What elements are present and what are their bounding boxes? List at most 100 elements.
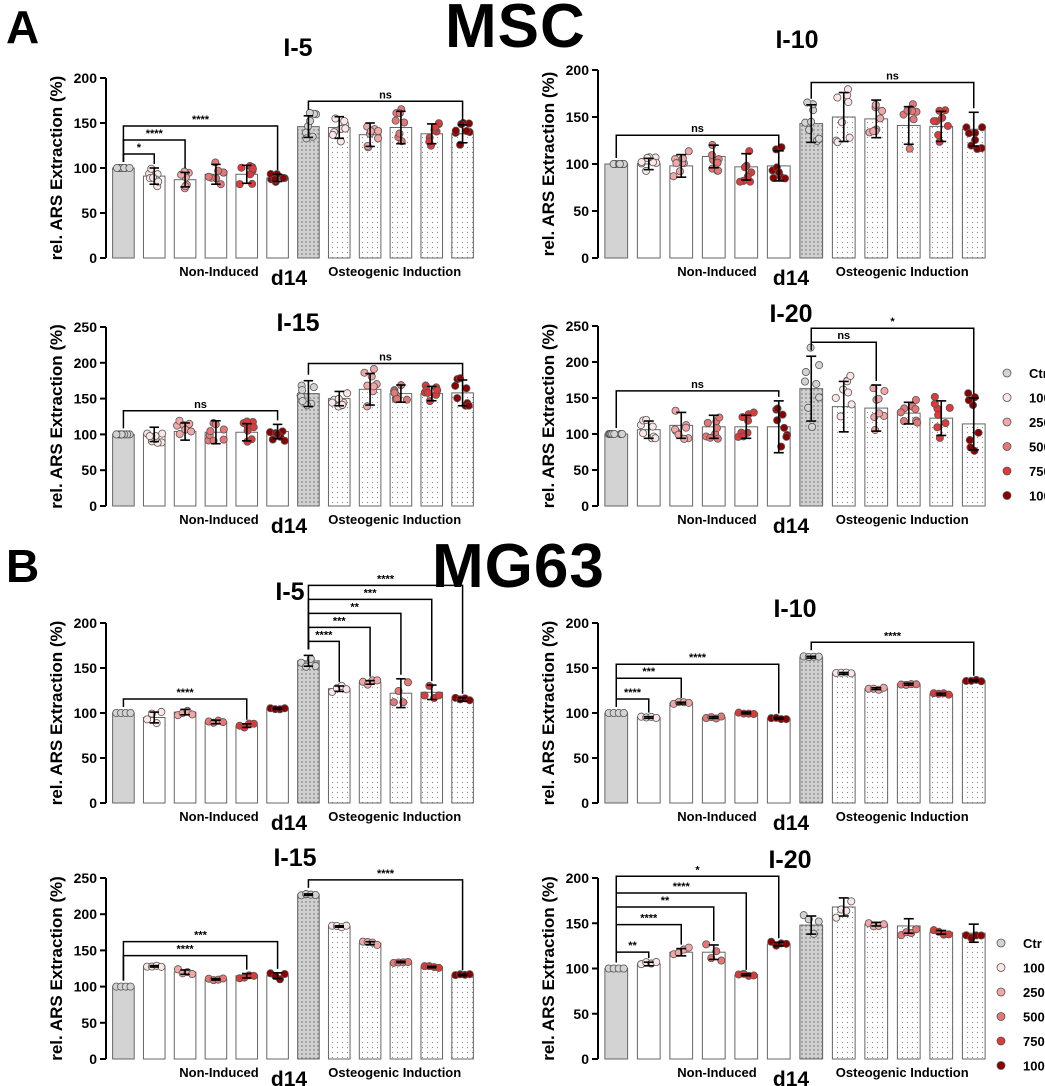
legend-swatch-500 [1002,442,1012,451]
significance-bracket [307,879,464,971]
data-point [309,383,318,392]
data-point [451,381,460,390]
significance-label: ns [886,71,899,83]
data-point [909,115,918,124]
data-point [126,709,135,718]
bar-750-non-induced [235,975,259,1060]
significance-bracket [122,940,279,981]
data-point [876,114,885,123]
data-point [878,106,887,115]
group-label-non-induced: Non-Induced [179,1065,258,1080]
bar-750-osteogenic [420,691,444,804]
y-tick-label: 100 [74,426,98,442]
y-tick-label: 100 [566,156,590,172]
bar-750-non-induced [734,712,759,804]
bar-750-osteogenic [420,966,444,1060]
bar-100-osteogenic [831,672,856,804]
data-point [675,167,684,176]
data-point [800,377,809,386]
chart-mg63-i10: I-10 rel. ARS Extraction (%) 0 50 100 150 200 *… [539,595,986,835]
y-tick-label: 0 [89,250,97,266]
legend-swatch-500 [996,1012,1006,1021]
legend-swatch-Ctr [996,938,1006,948]
data-point [298,386,307,395]
y-tick-label: 0 [581,1051,589,1067]
y-axis-label: rel. ARS Extraction (%) [47,324,66,509]
significance-label: **** [146,128,164,140]
bar-1000-osteogenic [451,974,474,1060]
chart-mg63-i20: I-20 rel. ARS Extraction (%) 0 50 100 150 200 *… [539,846,986,1086]
data-point [279,173,288,182]
data-point [801,368,810,377]
data-point [912,925,921,934]
y-axis-label: rel. ARS Extraction (%) [539,876,558,1061]
data-point [433,386,442,395]
data-point [249,423,258,432]
data-point [112,430,121,439]
chart-title: I-15 [273,844,316,872]
data-point [879,920,888,929]
legend-label-1000: 1000 [1023,1059,1045,1074]
data-point [462,384,471,393]
y-tick-label: 250 [566,318,590,334]
significance-label: **** [673,881,691,893]
bar-100-non-induced [142,717,166,804]
data-point [684,943,693,952]
data-point [977,931,986,940]
y-tick-label: 200 [74,906,98,922]
data-point [451,126,460,135]
significance-bracket [615,134,780,158]
group-label-non-induced: Non-Induced [677,1065,756,1080]
legend-swatch-Ctr [1002,368,1012,378]
data-point [974,428,983,437]
data-point [204,172,213,181]
data-point [847,400,856,409]
bar-100-non-induced [142,965,166,1060]
y-tick-label: 250 [74,319,98,335]
significance-label: **** [640,913,658,925]
group-label-timepoint: d14 [271,515,308,538]
bar-100-non-induced [636,163,661,259]
data-point [453,394,462,403]
data-point [669,172,678,181]
data-point [773,416,782,425]
data-point [342,685,351,694]
y-tick-label: 50 [573,750,589,766]
panel-letter-b: B [6,540,40,592]
significance-label: *** [642,666,656,678]
data-point [740,163,749,172]
bar-100-non-induced [636,963,661,1060]
legend-label-750: 750 [1029,464,1045,479]
data-point [249,971,258,980]
chart-mg63-i5: I-5 rel. ARS Extraction (%) 0 50 100 150 200 **… [47,573,474,835]
y-tick-label: 150 [566,390,590,406]
data-point [420,691,429,700]
data-point [465,696,474,705]
data-point [905,144,914,153]
legend-label-100: 100 [1029,391,1045,406]
data-point [847,669,856,678]
bar-Ctr-osteogenic [799,924,824,1060]
significance-label: **** [689,652,707,664]
group-label-osteogenic: Osteogenic Induction [836,1065,969,1080]
significance-bracket [307,584,464,694]
group-label-osteogenic: Osteogenic Induction [836,809,969,824]
bar-250-non-induced [669,951,694,1060]
significance-label: *** [364,587,378,599]
y-tick-label: 0 [89,795,97,811]
bar-250-non-induced [173,971,197,1060]
legend-label-750: 750 [1023,1034,1045,1049]
bar-500-osteogenic [896,412,921,507]
group-label-non-induced: Non-Induced [677,512,756,527]
bar-1000-osteogenic [451,699,474,804]
data-point [247,435,256,444]
group-label-non-induced: Non-Induced [179,512,258,527]
legend-swatch-250 [996,987,1006,997]
bar-1000-non-induced [266,708,289,804]
bar-750-osteogenic [929,125,954,259]
data-point [328,398,337,407]
bar-100-osteogenic [327,398,351,507]
bar-250-osteogenic [358,681,382,804]
data-point [328,130,337,139]
data-point [280,970,289,979]
